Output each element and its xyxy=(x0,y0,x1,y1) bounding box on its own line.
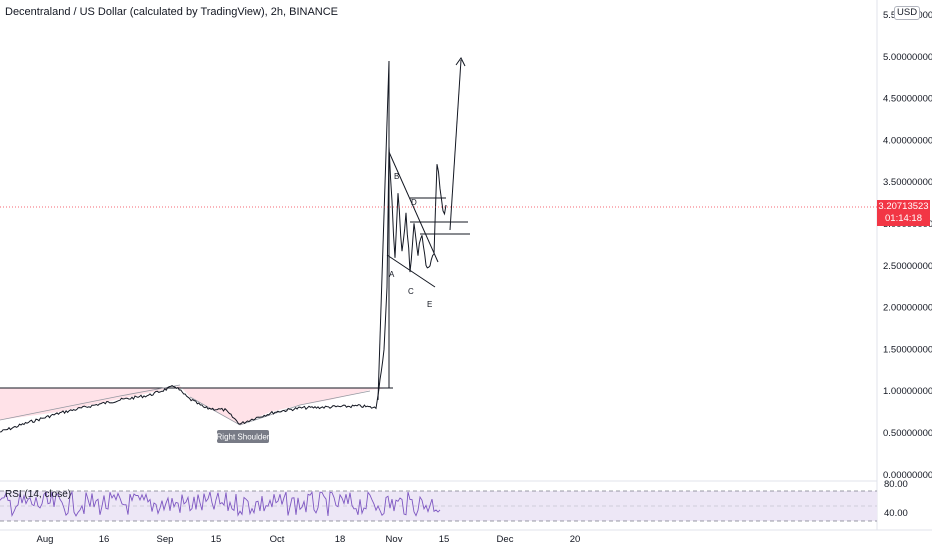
projection-line-1 xyxy=(377,60,390,401)
rsi-legend[interactable]: RSI (14, close) xyxy=(5,489,71,500)
wedge-lower xyxy=(386,254,436,288)
time-tick-label: Oct xyxy=(270,534,285,545)
target-arrow-line xyxy=(449,59,462,231)
rsi-series xyxy=(0,490,441,518)
price-tick-label: 2.50000000 xyxy=(883,261,932,272)
time-tick-label: 18 xyxy=(335,534,346,545)
price-tick-label: 0.00000000 xyxy=(883,470,932,481)
time-tick-label: Dec xyxy=(497,534,514,545)
currency-badge[interactable]: USD xyxy=(894,6,921,20)
wave-label-e: E xyxy=(427,300,432,309)
chart-title: Decentraland / US Dollar (calculated by … xyxy=(5,6,339,18)
price-tick-label: 0.50000000 xyxy=(883,428,932,439)
wave-label-b: B xyxy=(394,172,399,181)
rsi-legend-label: RSI (14, close) xyxy=(5,489,72,500)
time-axis[interactable]: Aug 16 Sep 15 Oct 18 Nov 15 Dec 20 xyxy=(37,534,581,545)
time-tick-label: Nov xyxy=(386,534,403,545)
countdown-timer: 01:14:18 xyxy=(885,213,922,224)
right-shoulder-badge xyxy=(217,430,269,443)
target-arrow-head xyxy=(455,57,466,67)
time-tick-label: 20 xyxy=(570,534,581,545)
time-tick-label: 15 xyxy=(211,534,222,545)
time-tick-label: Aug xyxy=(37,534,54,545)
price-tick-label: 4.50000000 xyxy=(883,94,932,105)
price-tick-label: 5.00000000 xyxy=(883,52,932,63)
left-trend xyxy=(0,384,181,421)
right-shoulder-label: Right Shoulder xyxy=(217,433,270,442)
time-tick-label: Sep xyxy=(157,534,174,545)
time-tick-label: 15 xyxy=(439,534,450,545)
wave-label-a: A xyxy=(389,270,395,279)
current-price-badge: 3.20713523 01:14:18 xyxy=(877,200,930,226)
inverse-head-shoulders-fill xyxy=(0,386,390,425)
wave-label-d: D xyxy=(411,198,417,207)
price-series xyxy=(0,146,447,433)
time-tick-label: 16 xyxy=(99,534,110,545)
price-tick-label: 1.00000000 xyxy=(883,386,932,397)
right-trend xyxy=(189,390,371,426)
price-tick-label: 2.00000000 xyxy=(883,303,932,314)
rsi-tick-40: 40.00 xyxy=(884,508,908,519)
rsi-tick-80: 80.00 xyxy=(884,479,908,490)
wedge-upper xyxy=(388,151,439,263)
price-tick-label: 1.50000000 xyxy=(883,344,932,355)
wave-label-c: C xyxy=(408,287,414,296)
current-price-value: 3.20713523 xyxy=(878,201,929,212)
price-axis[interactable]: 5.500000005.000000004.500000004.00000000… xyxy=(883,10,932,481)
price-tick-label: 4.00000000 xyxy=(883,135,932,146)
price-tick-label: 3.50000000 xyxy=(883,177,932,188)
